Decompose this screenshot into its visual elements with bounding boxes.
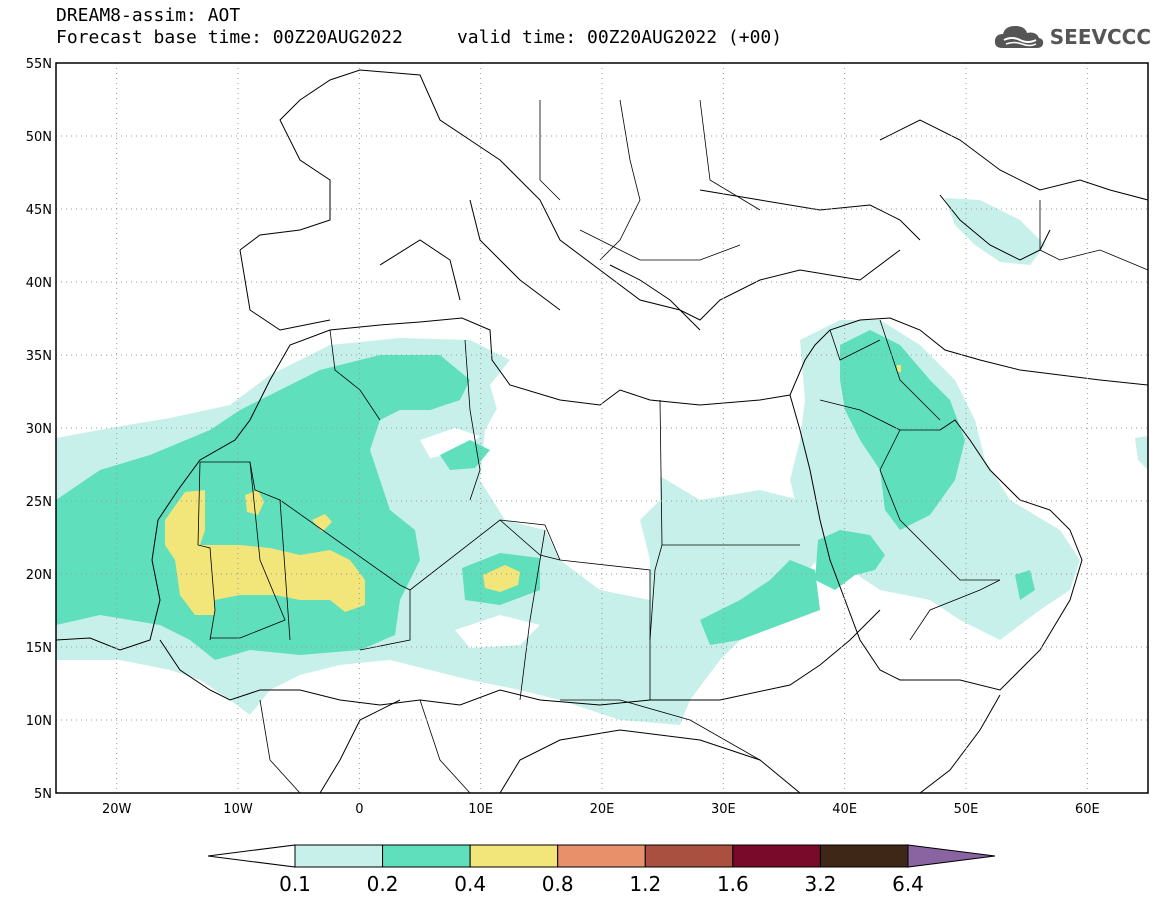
latitude-labels: 55N 50N 45N 40N 35N 30N 25N 20N 15N 10N 5N — [26, 57, 52, 802]
seevccc-logo: SEEVCCC — [992, 20, 1151, 54]
lat-label: 25N — [26, 495, 52, 510]
colorbar-box — [732, 844, 821, 868]
colorbar-level-label: 0.1 — [279, 872, 311, 896]
colorbar-box — [819, 844, 909, 868]
colorbar-level-label: 0.4 — [454, 872, 486, 896]
lon-label: 60E — [1075, 802, 1100, 817]
lon-label: 20E — [590, 802, 615, 817]
colorbar-level-label: 1.2 — [629, 872, 661, 896]
colorbar-level-label: 0.8 — [542, 872, 574, 896]
colorbar-level-label: 0.2 — [367, 872, 399, 896]
colorbar-box — [644, 844, 734, 868]
colorbar-level-label: 6.4 — [892, 872, 924, 896]
lat-label: 5N — [34, 787, 52, 802]
lat-label: 55N — [26, 57, 52, 72]
colorbar-upper-triangle — [907, 844, 996, 868]
longitude-labels: 20W 10W 0 10E 20E 30E 40E 50E 60E — [102, 802, 1100, 817]
colorbar-box — [294, 844, 384, 868]
colorbar-box — [382, 844, 471, 868]
cloud-logo-icon — [994, 26, 1043, 48]
lat-label: 20N — [26, 568, 52, 583]
gridlines — [56, 63, 1148, 793]
lat-label: 15N — [26, 641, 52, 656]
lat-label: 40N — [26, 276, 52, 291]
lat-label: 45N — [26, 203, 52, 218]
lon-label: 40E — [832, 802, 857, 817]
colorbar-box — [557, 844, 646, 868]
lat-label: 10N — [26, 714, 52, 729]
colorbar-level-label: 3.2 — [805, 872, 837, 896]
map-frame — [55, 62, 1149, 794]
aot-below-0.1 — [420, 385, 660, 648]
lon-label: 0 — [355, 802, 363, 817]
lon-label: 10E — [468, 802, 493, 817]
lon-label: 30E — [711, 802, 736, 817]
map-title: DREAM8-assim: AOT — [56, 5, 241, 26]
lat-label: 35N — [26, 349, 52, 364]
colorbar-lower-triangle — [207, 844, 296, 868]
lon-label: 50E — [954, 802, 979, 817]
country-borders — [197, 99, 1148, 793]
colorbar: 0.1 0.2 0.4 0.8 1.2 1.6 3.2 6.4 — [207, 844, 996, 896]
forecast-time-line: Forecast base time: 00Z20AUG2022 valid t… — [56, 27, 783, 48]
lon-label: 10W — [223, 802, 253, 817]
colorbar-box — [469, 844, 559, 868]
lat-label: 50N — [26, 130, 52, 145]
lon-label: 20W — [102, 802, 132, 817]
aot-shade-0.4 — [165, 365, 901, 615]
logo-text: SEEVCCC — [1049, 25, 1151, 49]
lat-label: 30N — [26, 422, 52, 437]
colorbar-level-label: 1.6 — [717, 872, 749, 896]
